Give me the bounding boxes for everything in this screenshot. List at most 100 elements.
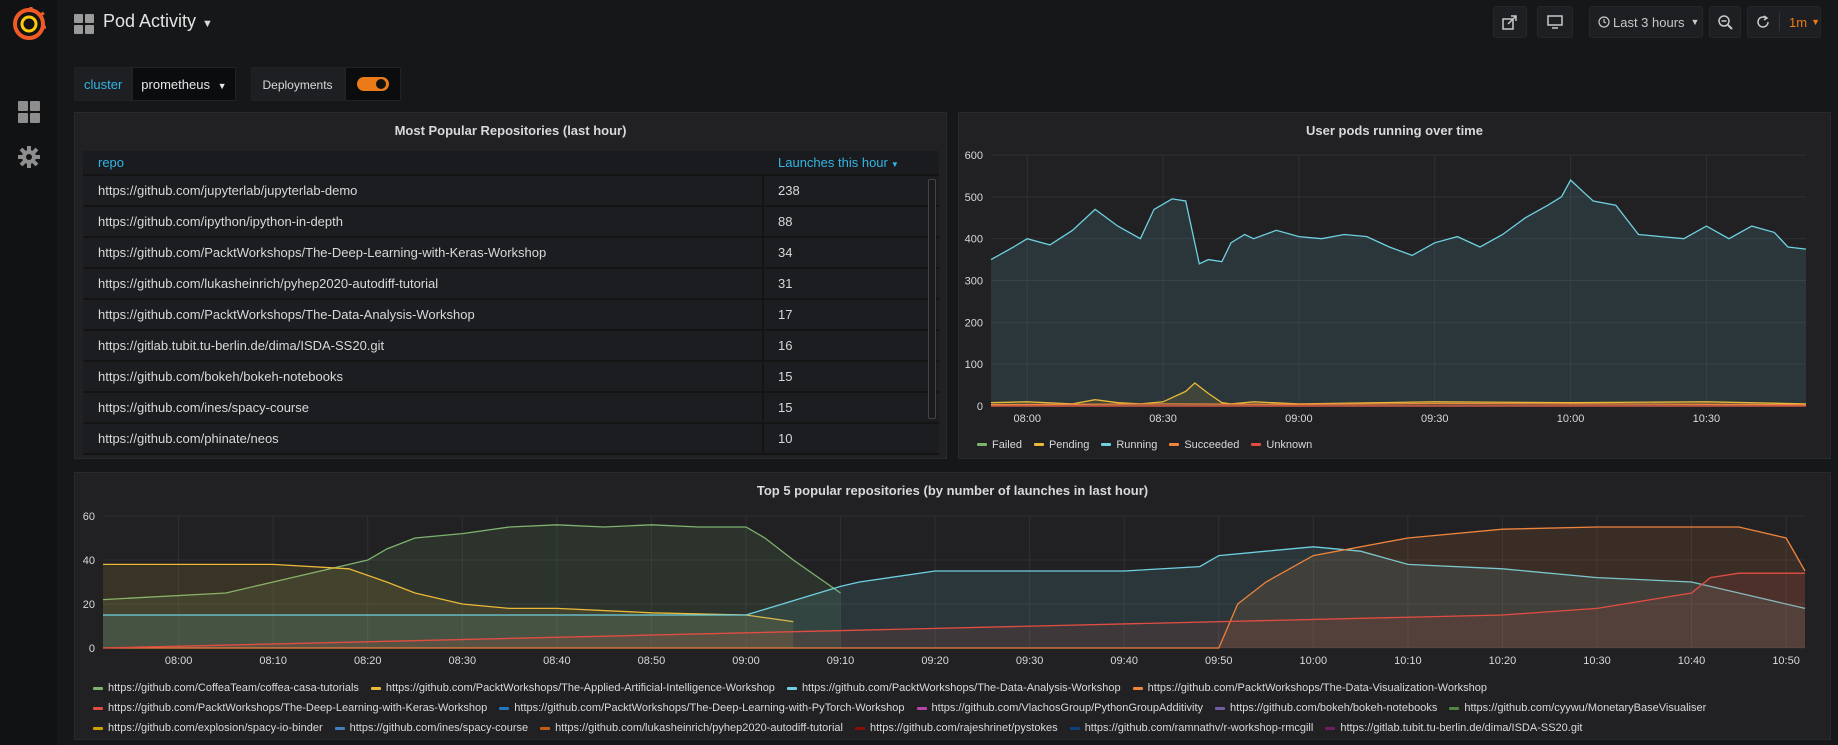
repo-cell: https://github.com/ines/spacy-course — [83, 392, 763, 424]
legend-swatch — [93, 707, 103, 710]
series-line — [102, 572, 1805, 649]
share-button[interactable] — [1493, 6, 1527, 38]
legend-item[interactable]: Unknown — [1251, 439, 1312, 451]
legend-label: https://github.com/CoffeaTeam/coffea-cas… — [108, 682, 359, 694]
side-menu — [0, 0, 57, 745]
legend-item[interactable]: https://github.com/ines/spacy-course — [334, 719, 528, 738]
sort-desc-icon: ▼ — [890, 160, 899, 169]
cluster-variable-select[interactable]: prometheus ▼ — [132, 67, 236, 101]
table-row: https://github.com/ipython/ipython-in-de… — [83, 206, 939, 238]
launches-cell: 34 — [762, 237, 939, 269]
grafana-logo-icon[interactable] — [12, 7, 46, 41]
pods-chart[interactable]: 600 500 400 300 200 100 0 08:00 08:30 09:00 09:30 1… — [959, 113, 1830, 458]
x-tick-label: 09:30 — [1016, 655, 1044, 667]
column-header-repo[interactable]: repo — [83, 151, 763, 176]
legend-item[interactable]: https://github.com/PacktWorkshops/The-Da… — [1132, 679, 1487, 698]
repo-cell: https://github.com/ipython/ipython-in-de… — [83, 206, 763, 238]
legend-item[interactable]: https://github.com/CoffeaTeam/coffea-cas… — [93, 679, 359, 698]
zoom-out-button[interactable] — [1709, 6, 1741, 38]
legend-item[interactable]: Pending — [1033, 439, 1089, 451]
series-area — [103, 546, 1805, 648]
top5-chart-panel: Top 5 popular repositories (by number of… — [74, 472, 1831, 740]
launches-cell: 31 — [762, 268, 939, 300]
time-range-label: Last 3 hours — [1613, 14, 1685, 30]
x-tick-label: 09:10 — [827, 655, 855, 667]
launches-cell: 88 — [762, 206, 939, 238]
repo-cell: https://github.com/jupyterlab/jupyterlab… — [83, 175, 763, 207]
toggle-switch-icon — [356, 77, 389, 91]
launches-cell: 16 — [762, 330, 939, 362]
legend-item[interactable]: Succeeded — [1169, 439, 1239, 451]
launches-cell: 15 — [762, 392, 939, 424]
launches-cell: 10 — [762, 423, 939, 455]
legend-swatch — [1449, 707, 1460, 710]
legend-label: https://github.com/lukasheinrich/pyhep20… — [555, 722, 843, 734]
table-row: https://github.com/jupyterlab/jupyterlab… — [83, 175, 939, 207]
y-tick-label: 100 — [965, 359, 983, 371]
table-row: https://github.com/bokeh/bokeh-notebooks… — [83, 361, 939, 393]
legend-item[interactable]: Running — [1101, 439, 1157, 451]
legend-label: https://github.com/PacktWorkshops/The-De… — [108, 702, 488, 714]
spacer — [236, 67, 251, 101]
x-tick-label: 10:20 — [1489, 655, 1517, 667]
legend-swatch — [977, 443, 987, 446]
refresh-icon — [1757, 15, 1769, 28]
pods-chart-panel: User pods running over time 600 500 400 300… — [958, 112, 1831, 459]
legend-item[interactable]: https://github.com/cyywu/MonetaryBaseVis… — [1449, 699, 1706, 718]
tv-mode-button[interactable] — [1537, 6, 1573, 38]
legend-item[interactable]: https://github.com/explosion/spacy-io-bi… — [93, 719, 323, 738]
legend-item[interactable]: https://github.com/rajeshrinet/pystokes — [854, 719, 1058, 738]
legend-item[interactable]: Failed — [977, 439, 1022, 451]
deployments-toggle[interactable] — [344, 67, 401, 101]
legend-item[interactable]: https://github.com/PacktWorkshops/The-De… — [499, 699, 905, 718]
panel-title[interactable]: Most Popular Repositories (last hour) — [394, 123, 627, 138]
x-tick-label: 10:30 — [1693, 413, 1721, 425]
table-scrollbar[interactable] — [928, 179, 936, 419]
x-tick-label: 10:50 — [1772, 655, 1800, 667]
legend-label: https://github.com/bokeh/bokeh-notebooks — [1230, 702, 1438, 714]
legend-item[interactable]: https://github.com/lukasheinrich/pyhep20… — [540, 719, 843, 738]
deployments-label: Deployments — [250, 67, 345, 101]
legend-swatch — [1325, 727, 1336, 730]
legend-item[interactable]: https://github.com/VlachosGroup/PythonGr… — [916, 699, 1203, 718]
legend-swatch — [93, 727, 103, 730]
repo-cell: https://github.com/phinate/neos — [83, 423, 763, 455]
legend-swatch — [370, 687, 381, 690]
legend-item[interactable]: https://gitlab.tubit.tu-berlin.de/dima/I… — [1325, 719, 1582, 738]
series-line — [990, 179, 1807, 265]
x-tick-label: 08:40 — [543, 655, 571, 667]
panel-title[interactable]: User pods running over time — [1306, 123, 1483, 138]
cluster-value: prometheus — [141, 77, 210, 92]
refresh-picker[interactable]: 1m ▼ — [1747, 6, 1821, 38]
x-tick-label: 08:00 — [165, 655, 193, 667]
legend-swatch — [1033, 443, 1044, 446]
legend-item[interactable]: https://github.com/PacktWorkshops/The-De… — [93, 699, 487, 718]
legend-item[interactable]: https://github.com/ramnathv/r-workshop-r… — [1069, 719, 1313, 738]
legend-item[interactable]: https://github.com/PacktWorkshops/The-Da… — [786, 679, 1121, 698]
table-row: https://github.com/ines/spacy-course 15 — [83, 392, 939, 424]
x-tick-label: 10:00 — [1557, 413, 1585, 425]
top5-chart[interactable]: 60 40 20 0 08:00 08:10 08:20 08:30 08:40 08:50 09:… — [75, 473, 1830, 683]
dashboards-icon[interactable] — [17, 100, 41, 124]
zoom-out-icon — [1718, 15, 1733, 30]
legend-label: Unknown — [1266, 438, 1313, 451]
dashboard-title[interactable]: Pod Activity ▼ — [103, 11, 213, 32]
repo-cell: https://github.com/PacktWorkshops/The-De… — [83, 237, 763, 269]
time-range-picker[interactable]: Last 3 hours ▼ — [1589, 6, 1703, 38]
series-line — [103, 526, 1806, 649]
x-tick-label: 09:20 — [921, 655, 949, 667]
divider — [1779, 13, 1780, 31]
gear-icon[interactable] — [17, 145, 41, 169]
launches-cell: 17 — [762, 299, 939, 331]
legend-item[interactable]: https://github.com/bokeh/bokeh-notebooks — [1215, 699, 1437, 718]
template-variables: cluster prometheus ▼ Deployments — [74, 67, 401, 101]
column-header-launches[interactable]: Launches this hour ▼ — [763, 151, 939, 176]
y-tick-label: 40 — [83, 555, 95, 567]
y-tick-label: 0 — [89, 643, 95, 655]
x-tick-label: 08:00 — [1013, 413, 1041, 425]
series-line — [103, 563, 794, 623]
repo-table: repo Launches this hour ▼ https://github.… — [83, 151, 939, 455]
legend-label: https://github.com/PacktWorkshops/The-De… — [514, 702, 905, 714]
legend-item[interactable]: https://github.com/PacktWorkshops/The-Ap… — [370, 679, 775, 698]
panel-title[interactable]: Top 5 popular repositories (by number of… — [756, 483, 1149, 498]
